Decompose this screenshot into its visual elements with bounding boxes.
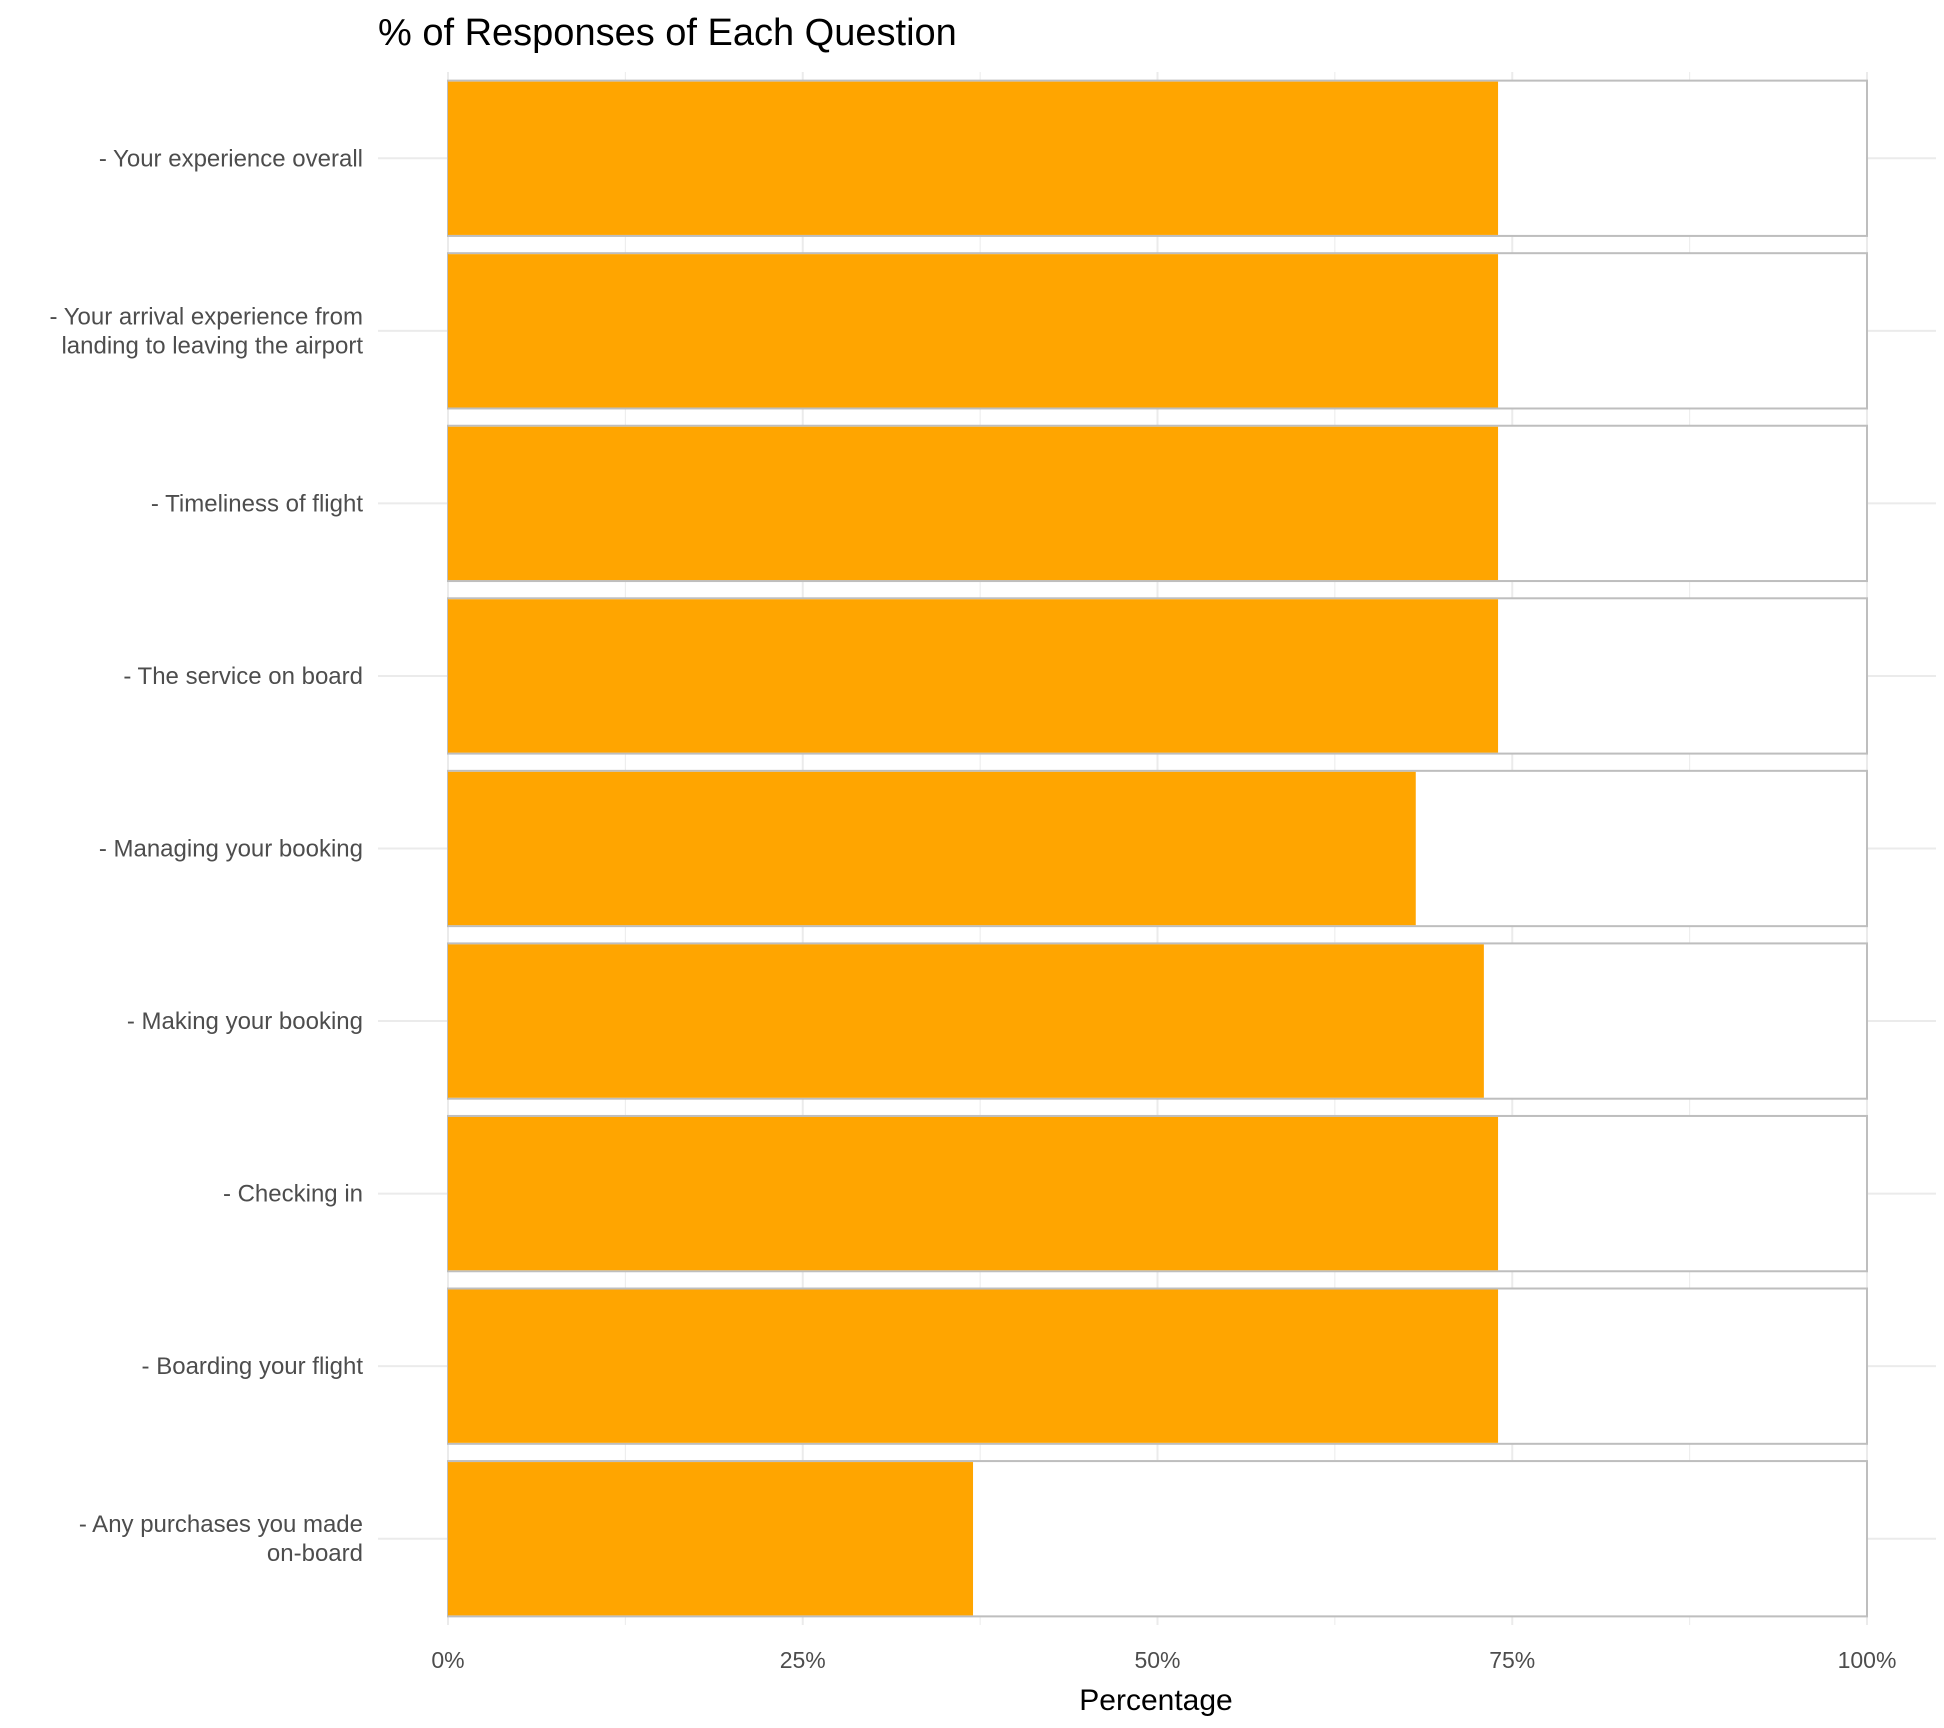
y-tick-label: - Managing your booking	[99, 836, 363, 863]
y-tick-label-line: - The service on board	[123, 663, 363, 690]
y-tick-label: - Making your booking	[127, 1008, 363, 1035]
bar-value	[448, 426, 1499, 581]
bar-value	[448, 944, 1484, 1098]
bar-value	[448, 81, 1499, 235]
y-tick-label: - Any purchases you made on-board	[79, 1511, 363, 1567]
x-tick-labels: 0% 25% 50% 75% 100%	[431, 1647, 1896, 1673]
x-tick-label: 100%	[1838, 1647, 1897, 1673]
y-tick-label-line: landing to leaving the airport	[61, 332, 363, 359]
y-tick-label-line: on-board	[267, 1540, 363, 1567]
y-tick-label: - Boarding your flight	[142, 1353, 364, 1380]
x-tick-label: 25%	[780, 1647, 826, 1673]
bar-value	[448, 1462, 974, 1616]
x-tick-label: 0%	[431, 1647, 464, 1673]
y-tick-label-line: - Your arrival experience from	[50, 303, 363, 330]
y-tick-label: - Your arrival experience from landing to…	[50, 303, 364, 359]
y-tick-label: - Timeliness of flight	[151, 490, 363, 517]
x-tick-label: 50%	[1134, 1647, 1180, 1673]
y-tick-label: - The service on board	[123, 663, 363, 690]
y-tick-label-line: - Any purchases you made	[79, 1511, 363, 1538]
y-tick-label-line: - Timeliness of flight	[151, 490, 363, 517]
bar-value	[448, 771, 1416, 926]
bars	[447, 79, 1868, 1618]
y-tick-labels: - Your experience overall - Your arrival …	[50, 145, 364, 1567]
bar-value	[448, 254, 1499, 408]
x-tick-label: 75%	[1489, 1647, 1535, 1673]
chart-title: % of Responses of Each Question	[378, 12, 957, 54]
y-tick-label: - Checking in	[223, 1181, 363, 1208]
bar-value	[448, 1289, 1499, 1443]
x-axis-title: Percentage	[1079, 1684, 1232, 1717]
bar-value	[448, 1116, 1499, 1271]
y-tick-label-line: - Checking in	[223, 1181, 363, 1208]
y-tick-label-line: - Managing your booking	[99, 836, 363, 863]
y-tick-label-line: - Boarding your flight	[142, 1353, 364, 1380]
y-tick-label-line: - Your experience overall	[99, 145, 363, 172]
y-tick-label-line: - Making your booking	[127, 1008, 363, 1035]
y-tick-label: - Your experience overall	[99, 145, 363, 172]
bar-value	[448, 599, 1499, 753]
